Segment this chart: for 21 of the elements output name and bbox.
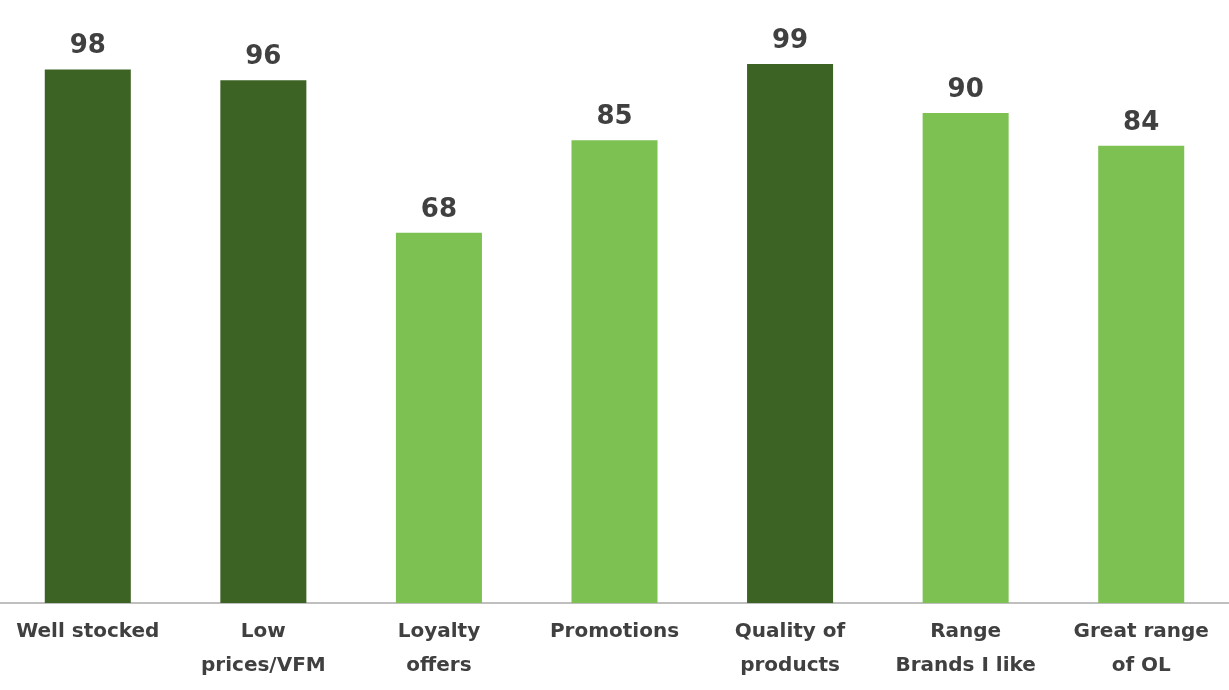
x-tick-label: Well stocked [16, 618, 160, 642]
x-tick-label: Quality of products [734, 618, 846, 676]
bar [395, 232, 482, 603]
bar [1098, 145, 1185, 603]
bar [922, 113, 1009, 603]
bar [220, 80, 307, 603]
x-tick-label: Range Brands I like [895, 618, 1036, 676]
data-label: 98 [69, 29, 106, 60]
x-tick-label: Low prices/VFM [201, 618, 326, 676]
bar [44, 69, 131, 603]
data-label: 85 [596, 100, 633, 131]
bar [747, 64, 834, 603]
x-tick-label: Great range of OL [1073, 618, 1209, 676]
data-label: 96 [245, 40, 282, 71]
data-label: 84 [1123, 105, 1160, 136]
data-label: 68 [420, 192, 458, 223]
bar [571, 140, 658, 603]
data-label: 99 [771, 24, 809, 54]
x-tick-label: Promotions [549, 618, 680, 642]
x-tick-label: Loyalty offers [397, 618, 481, 676]
data-label: 90 [947, 73, 984, 103]
